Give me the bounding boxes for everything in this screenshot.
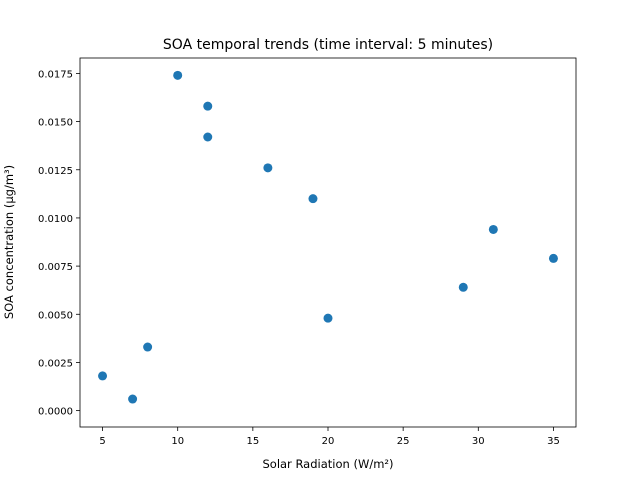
y-axis: 0.0000 0.0025 0.0050 0.0075 0.0100 0.0125 0.01…: [38, 69, 80, 418]
data-point: [128, 394, 138, 404]
data-point: [458, 282, 468, 292]
x-axis-label: Solar Radiation (W/m²): [262, 457, 393, 471]
chart-title: SOA temporal trends (time interval: 5 mi…: [163, 37, 493, 53]
data-point: [143, 342, 153, 352]
x-tick-label: 35: [547, 436, 560, 447]
data-point: [548, 253, 558, 263]
x-tick-label: 30: [472, 436, 485, 447]
y-tick-label: 0.0050: [38, 310, 73, 321]
data-point: [173, 70, 183, 80]
y-tick-label: 0.0125: [38, 166, 73, 177]
y-tick-label: 0.0025: [38, 358, 73, 369]
data-point: [323, 313, 333, 323]
x-tick-label: 25: [397, 436, 410, 447]
data-point: [203, 101, 213, 111]
y-axis-label: SOA concentration (µg/m³): [2, 165, 16, 319]
data-point: [203, 132, 213, 142]
x-tick-label: 20: [322, 436, 335, 447]
data-point: [263, 163, 273, 173]
y-tick-label: 0.0075: [38, 262, 73, 273]
x-axis: 5 10 15 20 25 30 35: [99, 427, 560, 447]
y-tick-label: 0.0000: [38, 407, 73, 418]
y-tick-label: 0.0100: [38, 214, 73, 225]
y-tick-label: 0.0175: [38, 69, 73, 80]
x-tick-label: 15: [246, 436, 259, 447]
data-point: [98, 371, 108, 381]
y-tick-label: 0.0150: [38, 118, 73, 129]
x-tick-label: 5: [99, 436, 105, 447]
x-tick-label: 10: [171, 436, 184, 447]
data-point: [308, 194, 318, 204]
data-points: [98, 70, 558, 404]
data-point: [488, 224, 498, 234]
